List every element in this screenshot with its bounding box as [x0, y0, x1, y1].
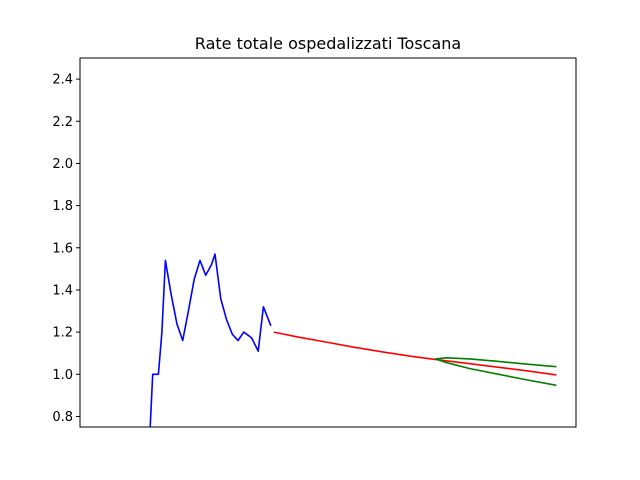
y-tick-label: 2.4	[52, 73, 73, 88]
plot-area: 0.8 1.0 1.2 1.4 1.6 1.8 2.0 2.2 2.4	[52, 57, 577, 428]
series-layer	[149, 253, 557, 427]
y-tick-label: 0.8	[52, 410, 73, 425]
y-tick-label: 1.4	[52, 283, 73, 298]
y-tick-label: 1.6	[52, 241, 73, 256]
y-tick-label: 1.0	[52, 368, 73, 383]
y-axis: 0.8 1.0 1.2 1.4 1.6 1.8 2.0 2.2 2.4	[52, 73, 80, 425]
axes-frame	[79, 57, 577, 428]
series-line-2	[435, 356, 557, 368]
y-tick-label: 1.2	[52, 326, 73, 341]
y-tick-label: 1.8	[52, 199, 73, 214]
series-line-1	[273, 331, 557, 376]
chart-title: Rate totale ospedalizzati Toscana	[195, 34, 461, 53]
series-line-3	[435, 358, 557, 387]
series-line-0	[149, 253, 272, 427]
y-tick-label: 2.2	[52, 115, 73, 130]
y-tick-label: 2.0	[52, 157, 73, 172]
